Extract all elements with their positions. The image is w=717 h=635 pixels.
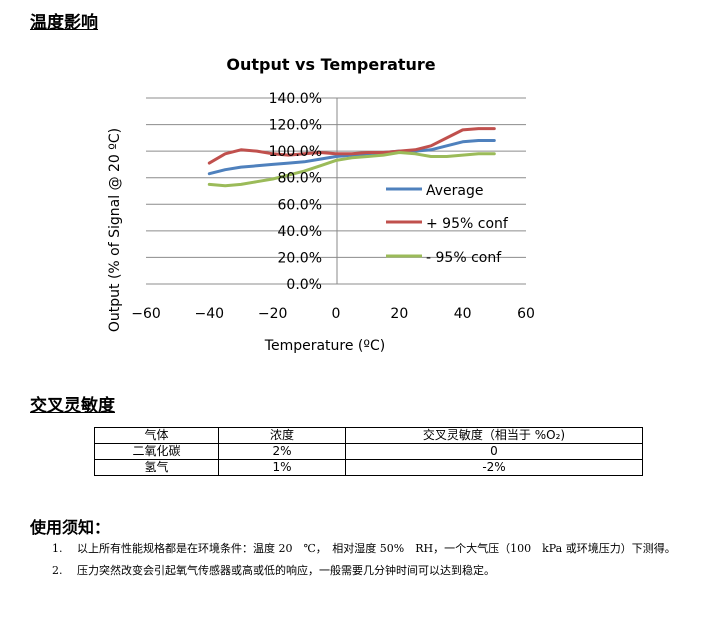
legend: Average + 95% conf - 95% conf	[386, 183, 509, 266]
section-title-temperature-effect: 温度影响	[30, 13, 98, 33]
cross-sensitivity-table: 气体 浓度 交叉灵敏度（相当于 %O₂) 二氧化碳 2% 0 氢气 1% -2%	[94, 427, 643, 476]
table-row: 二氧化碳 2% 0	[94, 443, 643, 460]
y-tick-label: 20.0%	[278, 250, 322, 266]
series-line-2	[207, 151, 496, 188]
series-line-1	[207, 127, 496, 165]
x-tick-label: −40	[195, 306, 225, 322]
table-cell: 1%	[218, 459, 346, 476]
list-item: 2. 压力突然改变会引起氧气传感器或高或低的响应，一般需要几分钟时间可以达到稳定…	[30, 560, 690, 582]
x-tick-label: 0	[332, 306, 341, 322]
table-cell: 二氧化碳	[94, 443, 219, 460]
output-vs-temperature-chart: Output vs Temperature 0.0% 20.0% 40.0% 60.0…	[107, 55, 535, 354]
section-title-usage-notes: 使用须知：	[30, 518, 111, 537]
x-tick-labels: −60 −40 −20 0 20 40 60	[131, 306, 535, 322]
grid-lines	[146, 97, 526, 285]
table-cell: 氢气	[94, 459, 219, 476]
usage-notes-list: 1. 以上所有性能规格都是在环境条件：温度 20 ℃， 相对湿度 50% RH，…	[30, 538, 690, 582]
list-item: 1. 以上所有性能规格都是在环境条件：温度 20 ℃， 相对湿度 50% RH，…	[30, 538, 690, 560]
legend-label-average: Average	[426, 183, 484, 199]
table-header-cell: 交叉灵敏度（相当于 %O₂)	[345, 427, 643, 444]
y-tick-label: 120.0%	[269, 118, 322, 134]
x-tick-label: 40	[454, 306, 472, 322]
y-tick-label: 60.0%	[278, 197, 322, 213]
series-lines	[207, 127, 496, 188]
table-cell: 0	[345, 443, 643, 460]
x-axis-title: Temperature (ºC)	[264, 338, 385, 354]
legend-label-lower-conf: - 95% conf	[426, 250, 502, 266]
table-header-cell: 浓度	[218, 427, 346, 444]
x-tick-label: 60	[517, 306, 535, 322]
x-tick-label: −20	[258, 306, 288, 322]
x-tick-label: −60	[131, 306, 161, 322]
legend-label-upper-conf: + 95% conf	[426, 216, 509, 232]
section-title-cross-sensitivity: 交叉灵敏度	[30, 396, 115, 416]
table-cell: 2%	[218, 443, 346, 460]
table-row: 氢气 1% -2%	[94, 459, 643, 476]
table-cell: -2%	[345, 459, 643, 476]
x-tick-label: 20	[390, 306, 408, 322]
chart-title: Output vs Temperature	[226, 55, 435, 74]
list-item-number: 2.	[52, 564, 63, 577]
table-header-cell: 气体	[94, 427, 219, 444]
y-tick-label: 100.0%	[269, 144, 322, 160]
list-item-text: 压力突然改变会引起氧气传感器或高或低的响应，一般需要几分钟时间可以达到稳定。	[77, 564, 495, 577]
y-tick-label: 80.0%	[278, 171, 322, 187]
list-item-number: 1.	[52, 542, 63, 555]
list-item-text: 以上所有性能规格都是在环境条件：温度 20 ℃， 相对湿度 50% RH，一个大…	[77, 542, 676, 555]
y-tick-label: 0.0%	[286, 277, 322, 293]
y-tick-label: 140.0%	[269, 91, 322, 107]
table-header-row: 气体 浓度 交叉灵敏度（相当于 %O₂)	[94, 427, 643, 444]
y-tick-labels: 0.0% 20.0% 40.0% 60.0% 80.0% 100.0% 120.0% 140.…	[269, 91, 322, 293]
y-tick-label: 40.0%	[278, 224, 322, 240]
y-axis-title: Output (% of Signal @ 20 ºC)	[107, 128, 123, 332]
